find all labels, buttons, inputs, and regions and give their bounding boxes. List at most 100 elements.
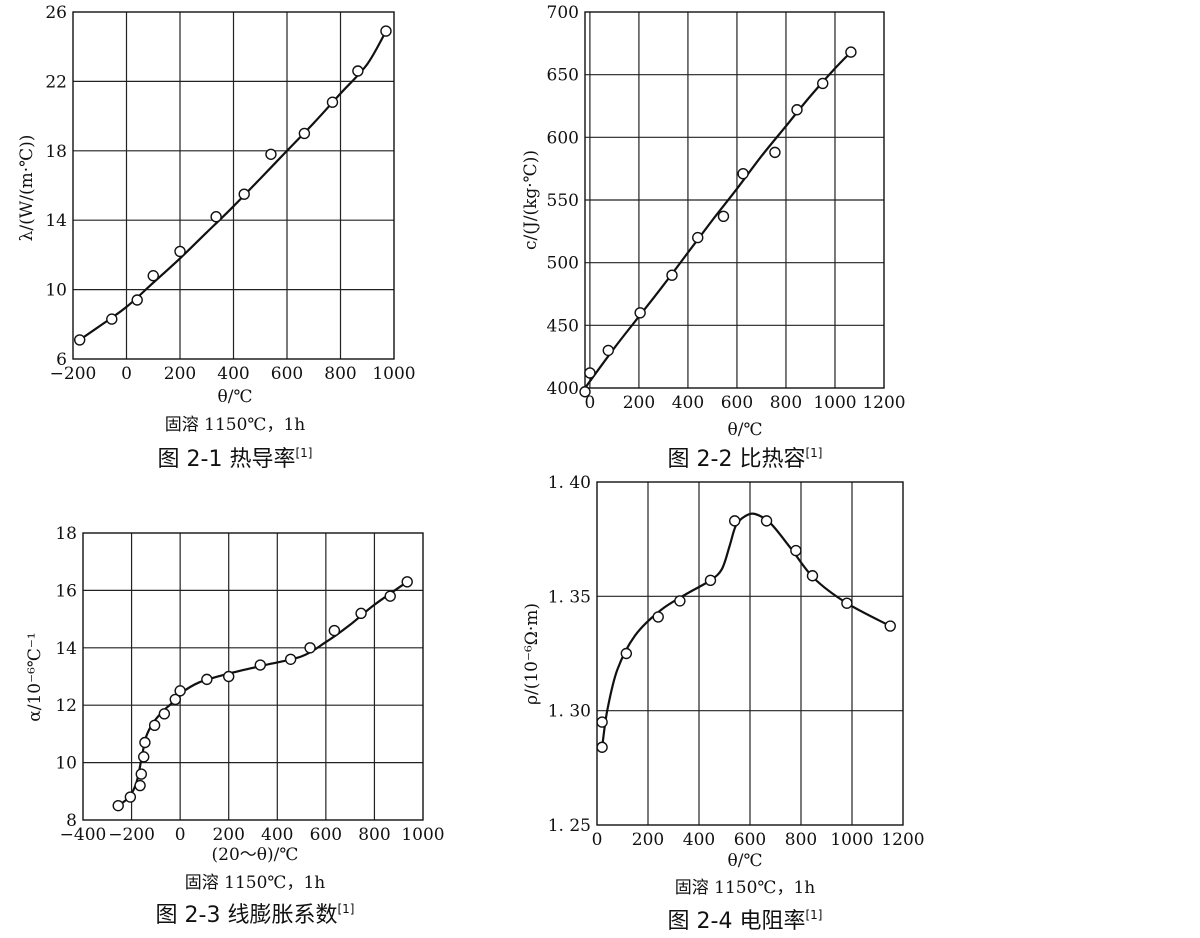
y-tick-label: 18 [45, 142, 67, 162]
data-point [384, 590, 396, 602]
y-tick-label: 14 [55, 639, 77, 659]
y-tick-label: 18 [55, 524, 77, 544]
y-tick-label: 550 [547, 191, 579, 211]
data-point [845, 46, 857, 58]
x-tick-label: −200 [108, 825, 155, 845]
y-tick-label: 1. 35 [548, 587, 591, 607]
data-point [884, 620, 896, 632]
x-tick-label: 1000 [372, 364, 415, 384]
plot-frame [584, 11, 885, 389]
data-point [666, 269, 678, 281]
data-point [769, 146, 781, 159]
data-point [674, 595, 686, 607]
data-point [704, 574, 717, 587]
data-point [352, 65, 364, 77]
x-axis-label: θ/℃ [218, 387, 253, 407]
x-tick-label: 0 [592, 830, 603, 850]
data-point [298, 127, 311, 140]
y-tick-label: 10 [45, 281, 67, 301]
data-point [584, 367, 596, 379]
x-tick-label: 800 [770, 393, 802, 413]
fit-curve [601, 512, 891, 748]
caption-ref: [1] [805, 446, 822, 460]
x-tick-label: 400 [672, 393, 704, 413]
data-point [174, 685, 186, 697]
data-point [634, 307, 646, 319]
data-point [238, 188, 250, 200]
x-axis-label: θ/℃ [728, 851, 763, 871]
x-tick-label: 800 [358, 825, 390, 845]
caption-text: 图 2-4 电阻率 [668, 909, 806, 934]
x-tick-label: 0 [121, 364, 132, 384]
data-point [791, 104, 803, 116]
y-tick-label: 10 [55, 754, 77, 774]
data-point [760, 515, 773, 527]
data-point [147, 270, 159, 282]
data-point [138, 751, 150, 763]
data-point [692, 231, 704, 244]
condition-note: 固溶 1150℃，1h [165, 415, 306, 435]
data-point [355, 607, 367, 620]
x-tick-label: 200 [623, 393, 655, 413]
x-tick-label: 0 [584, 393, 595, 413]
data-point [169, 693, 181, 706]
data-point [328, 624, 341, 637]
figure-caption: 图 2-4 电阻率[1] [668, 908, 823, 934]
chart-electrical-resistivity: 0 200 400 600 800 1000 1200 1. 25 1. 30 1. 35 1. 4… [522, 473, 925, 934]
x-axis-label: (20～θ)/℃ [212, 845, 299, 865]
y-tick-label: 700 [547, 3, 579, 23]
caption-text: 图 2-3 线膨胀系数 [156, 903, 338, 928]
y-axis-label: c/(J/(kg·℃)) [521, 150, 541, 250]
x-tick-label: 1000 [830, 830, 873, 850]
data-point [596, 716, 608, 728]
x-tick-label: 200 [212, 825, 244, 845]
data-point [124, 791, 137, 803]
y-tick-label: 500 [547, 254, 579, 274]
data-point [73, 334, 86, 346]
chart-specific-heat: 0 200 400 600 800 1000 1200 400 450 500 550 600 650 7… [521, 3, 906, 472]
x-tick-label: 600 [721, 393, 753, 413]
data-point [620, 647, 633, 660]
figure-caption: 图 2-2 比热容[1] [668, 446, 823, 472]
y-tick-label: 16 [55, 581, 77, 601]
x-tick-label: 1000 [401, 825, 444, 845]
data-point [790, 544, 802, 557]
data-point [265, 148, 277, 160]
x-tick-label: 600 [310, 825, 342, 845]
data-point [139, 736, 151, 749]
data-point [304, 642, 316, 654]
caption-ref: [1] [295, 446, 312, 460]
data-point [841, 597, 853, 609]
data-point [737, 167, 749, 180]
y-tick-label: 450 [547, 316, 579, 336]
caption-text: 图 2-1 热导率 [158, 447, 296, 472]
data-point [254, 659, 266, 671]
plot-frame [82, 532, 424, 821]
caption-text: 图 2-2 比热容 [668, 447, 806, 472]
y-tick-label: 26 [45, 3, 67, 23]
y-tick-label: 1. 25 [548, 816, 591, 836]
y-tick-label: 14 [45, 211, 67, 231]
data-point [158, 708, 171, 720]
data-point [131, 294, 143, 306]
y-tick-label: 1. 30 [548, 702, 591, 722]
x-tick-label: 0 [175, 825, 186, 845]
data-point [729, 515, 741, 527]
y-tick-label: 1. 40 [548, 473, 591, 493]
fit-curve [584, 51, 852, 389]
caption-ref: [1] [805, 908, 822, 922]
x-tick-label: 600 [734, 830, 766, 850]
x-tick-label: 400 [217, 364, 249, 384]
y-axis-label: α/10⁻⁶℃⁻¹ [25, 632, 45, 721]
data-point [148, 719, 161, 731]
data-point [134, 779, 146, 792]
data-point [174, 245, 186, 258]
y-axis-label: ρ/(10⁻⁶Ω·m) [522, 603, 542, 705]
data-point [717, 210, 730, 222]
x-tick-label: 1000 [813, 393, 856, 413]
data-point [401, 576, 413, 588]
data-point [223, 670, 235, 683]
data-point [112, 799, 124, 812]
x-tick-label: 400 [683, 830, 715, 850]
